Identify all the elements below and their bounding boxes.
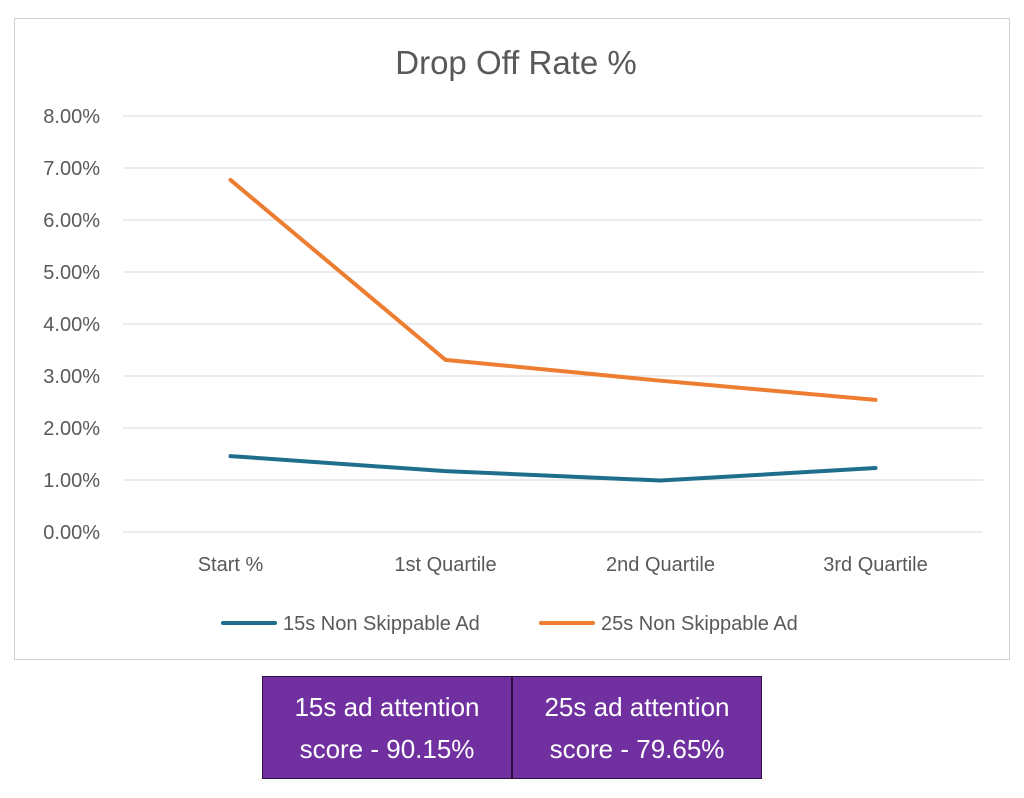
y-tick-label: 8.00% bbox=[43, 106, 100, 128]
y-tick-label: 3.00% bbox=[43, 366, 100, 388]
y-tick-label: 1.00% bbox=[43, 470, 100, 492]
x-tick-label: Start % bbox=[198, 554, 264, 576]
gridlines bbox=[123, 115, 983, 533]
score-box-25s-line1: 25s ad attention bbox=[544, 691, 730, 722]
y-tick-label: 0.00% bbox=[43, 522, 100, 544]
x-tick-label: 3rd Quartile bbox=[823, 554, 928, 576]
x-axis-ticks: Start % 1st Quartile 2nd Quartile 3rd Quart… bbox=[198, 554, 928, 576]
y-tick-label: 2.00% bbox=[43, 418, 100, 440]
legend-label: 25s Non Skippable Ad bbox=[601, 613, 798, 635]
score-box-15s-line1: 15s ad attention bbox=[294, 691, 480, 722]
y-tick-label: 4.00% bbox=[43, 314, 100, 336]
x-tick-label: 2nd Quartile bbox=[606, 554, 715, 576]
score-box-15s: 15s ad attention score - 90.15% bbox=[262, 676, 512, 779]
chart-area: Drop Off Rate % 0.00% 1.00% 2.00% 3.00% 4.00… bbox=[14, 18, 1010, 660]
score-box-25s: 25s ad attention score - 79.65% bbox=[512, 676, 762, 779]
x-tick-label: 1st Quartile bbox=[394, 554, 496, 576]
legend-label: 15s Non Skippable Ad bbox=[283, 613, 480, 635]
series-line-15s bbox=[228, 454, 878, 483]
legend: 15s Non Skippable Ad 25s Non Skippable Ad bbox=[221, 613, 798, 635]
series-line-25s bbox=[228, 177, 878, 402]
attention-score-boxes: 15s ad attention score - 90.15% 25s ad a… bbox=[262, 676, 762, 779]
y-axis-ticks: 0.00% 1.00% 2.00% 3.00% 4.00% 5.00% 6.00% 7.00%… bbox=[43, 106, 100, 544]
chart-title: Drop Off Rate % bbox=[395, 44, 637, 81]
y-tick-label: 5.00% bbox=[43, 262, 100, 284]
line-chart: Drop Off Rate % 0.00% 1.00% 2.00% 3.00% 4.00… bbox=[43, 44, 983, 635]
score-box-15s-line2: score - 90.15% bbox=[299, 733, 475, 764]
y-tick-label: 7.00% bbox=[43, 158, 100, 180]
score-box-25s-line2: score - 79.65% bbox=[549, 733, 725, 764]
y-tick-label: 6.00% bbox=[43, 210, 100, 232]
series-lines bbox=[228, 177, 878, 483]
